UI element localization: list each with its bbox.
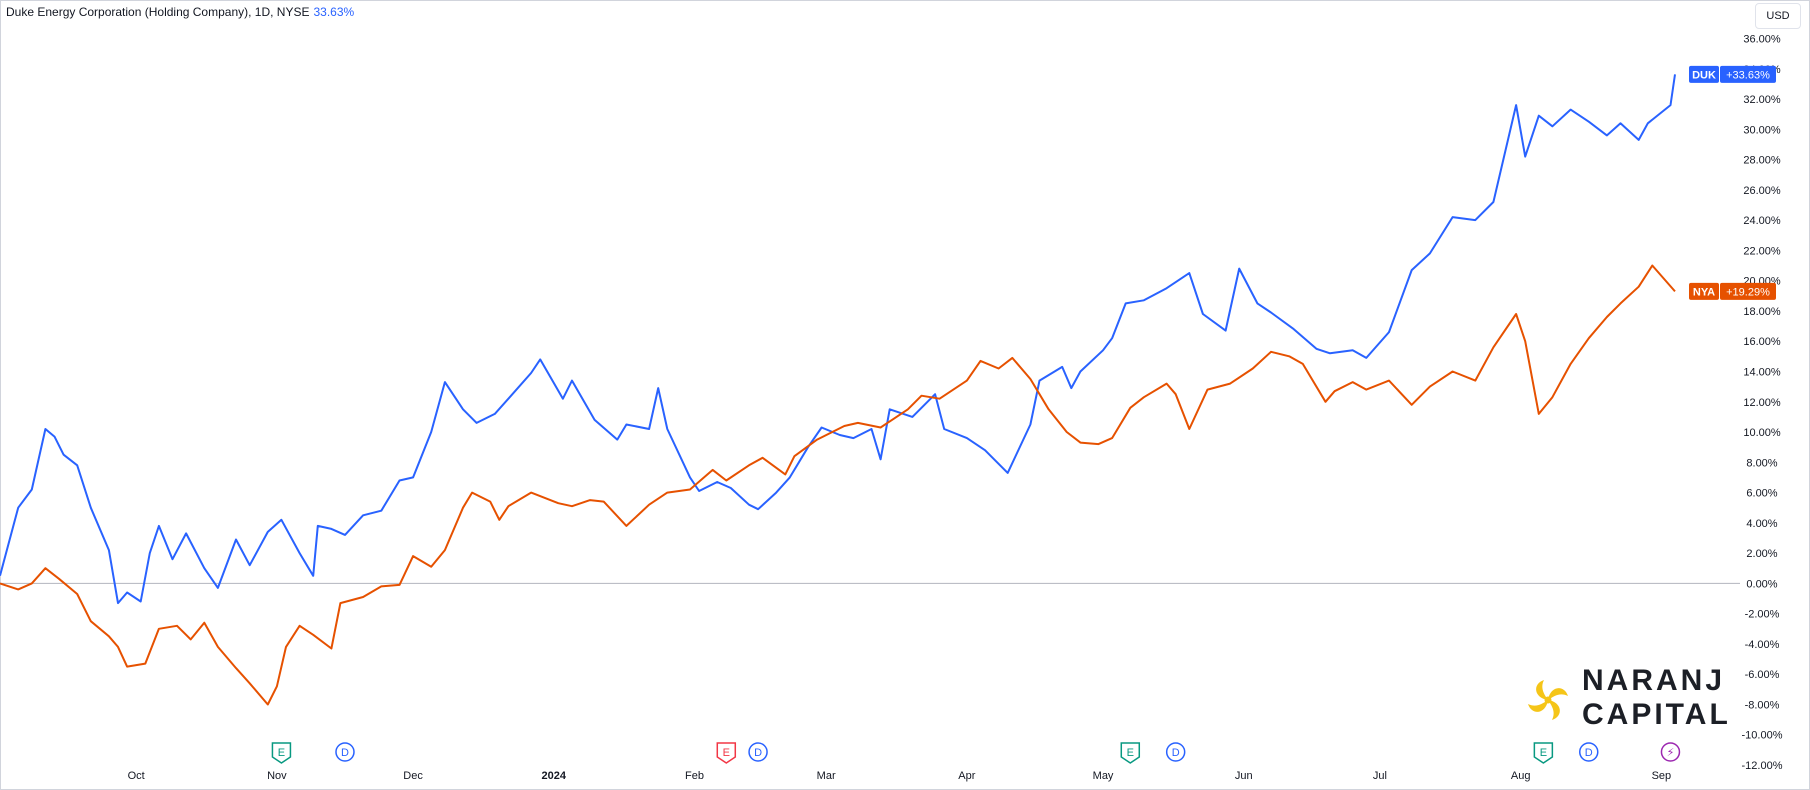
y-tick-label: 24.00% [1743,215,1781,227]
y-tick-label: 30.00% [1743,124,1781,136]
logo-line-2: CAPITAL [1582,698,1731,731]
naranj-capital-logo: NARANJ CAPITAL [1524,662,1744,734]
series-tag-name: DUK [1692,69,1716,81]
split-marker[interactable] [1660,742,1681,762]
y-tick-label: 8.00% [1746,457,1777,469]
dividend-marker-label: D [1585,747,1593,759]
series-line-duk[interactable] [0,74,1676,605]
series-tag-duk [1689,65,1719,83]
dividend-marker[interactable] [1165,742,1186,762]
x-tick-label: Aug [1511,770,1531,782]
x-tick-label: Sep [1652,770,1672,782]
y-tick-label: -6.00% [1745,669,1780,681]
y-tick-label: 28.00% [1743,155,1781,167]
dividend-marker-label: D [1172,747,1180,759]
x-tick-label: Nov [267,770,287,782]
x-tick-label: Jun [1235,770,1253,782]
y-tick-label: 12.00% [1743,397,1781,409]
chart-title: Duke Energy Corporation (Holding Company… [6,5,354,19]
y-tick-label: -10.00% [1742,730,1783,742]
y-tick-label: 6.00% [1746,488,1777,500]
earnings-marker-label: E [723,747,730,759]
logo-line-1: NARANJ [1582,664,1726,697]
y-tick-label: 16.00% [1743,336,1781,348]
series-last-value-box [1720,282,1776,300]
earnings-marker-label: E [278,747,285,759]
series-tag-name: NYA [1693,286,1715,298]
earnings-marker[interactable] [271,742,292,764]
y-tick-label: 36.00% [1743,34,1781,46]
y-tick-label: 4.00% [1746,518,1777,530]
currency-selector[interactable]: USD [1755,3,1801,29]
earnings-marker[interactable] [1120,742,1141,764]
series-last-value-label: +33.63% [1726,69,1770,81]
y-tick-label: -4.00% [1745,639,1780,651]
y-tick-label: 18.00% [1743,306,1781,318]
earnings-marker-label: E [1127,747,1134,759]
series-line-nya[interactable] [0,264,1676,706]
y-tick-label: 14.00% [1743,366,1781,378]
earnings-marker[interactable] [1533,742,1554,764]
dividend-marker[interactable] [748,742,768,762]
dividend-marker-label: D [754,747,762,759]
series-last-value-box [1720,65,1776,83]
x-tick-label: Jul [1373,770,1387,782]
x-tick-label: May [1093,770,1114,782]
x-tick-label: Feb [685,770,704,782]
series-tag-nya [1689,282,1719,300]
percent-change: 33.63% [313,5,355,19]
logo-wordmark: NARANJ CAPITAL [1582,664,1731,732]
dividend-marker[interactable] [1579,742,1599,762]
x-tick-label: Mar [817,770,836,782]
dividend-marker[interactable] [335,742,355,762]
y-tick-label: -8.00% [1745,699,1780,711]
y-tick-label: 2.00% [1746,548,1777,560]
y-tick-label: 22.00% [1743,245,1781,257]
x-tick-label: Apr [958,770,975,782]
y-tick-label: 10.00% [1743,427,1781,439]
dividend-marker-label: D [341,747,349,759]
x-tick-label: Dec [403,770,423,782]
y-tick-label: 32.00% [1743,94,1781,106]
y-tick-label: 26.00% [1743,185,1781,197]
series-last-value-label: +19.29% [1726,286,1770,298]
y-tick-label: 0.00% [1746,578,1777,590]
x-tick-label: Oct [128,770,145,782]
earnings-marker[interactable] [716,742,737,764]
split-marker-label: ⚡ [1667,747,1675,759]
symbol-description: Duke Energy Corporation (Holding Company… [6,5,310,19]
y-tick-label: -12.00% [1742,760,1783,772]
earnings-marker-label: E [1540,747,1547,759]
x-tick-label: 2024 [542,770,567,782]
y-tick-label: -2.00% [1745,609,1780,621]
sun-logo-icon [1528,680,1568,720]
